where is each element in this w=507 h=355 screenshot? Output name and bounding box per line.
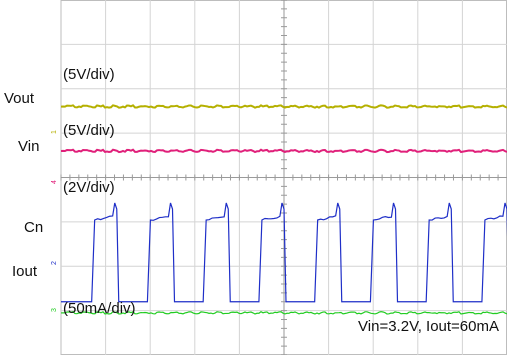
trace-iout bbox=[60, 310, 507, 315]
scale-label-iout: (50mA/div) bbox=[63, 300, 136, 317]
trace-cn bbox=[61, 202, 507, 303]
channel-label-vout: Vout bbox=[4, 90, 35, 107]
ground-marker-1: 1 bbox=[51, 130, 58, 134]
channel-label-iout: Iout bbox=[12, 263, 38, 280]
ground-marker-2: 2 bbox=[51, 261, 58, 265]
channel-label-cn: Cn bbox=[24, 219, 43, 236]
ground-marker-4: 4 bbox=[51, 180, 58, 184]
trace-vin bbox=[60, 148, 507, 154]
ground-marker-3: 3 bbox=[51, 308, 58, 312]
scale-label-vin: (5V/div) bbox=[63, 122, 115, 139]
trace-vout bbox=[60, 104, 507, 109]
scale-label-cn: (2V/div) bbox=[63, 179, 115, 196]
channel-label-vin: Vin bbox=[18, 138, 39, 155]
conditions-annotation: Vin=3.2V, Iout=60mA bbox=[358, 318, 499, 335]
grid bbox=[60, 0, 507, 355]
traces bbox=[60, 104, 507, 315]
scale-label-vout: (5V/div) bbox=[63, 66, 115, 83]
